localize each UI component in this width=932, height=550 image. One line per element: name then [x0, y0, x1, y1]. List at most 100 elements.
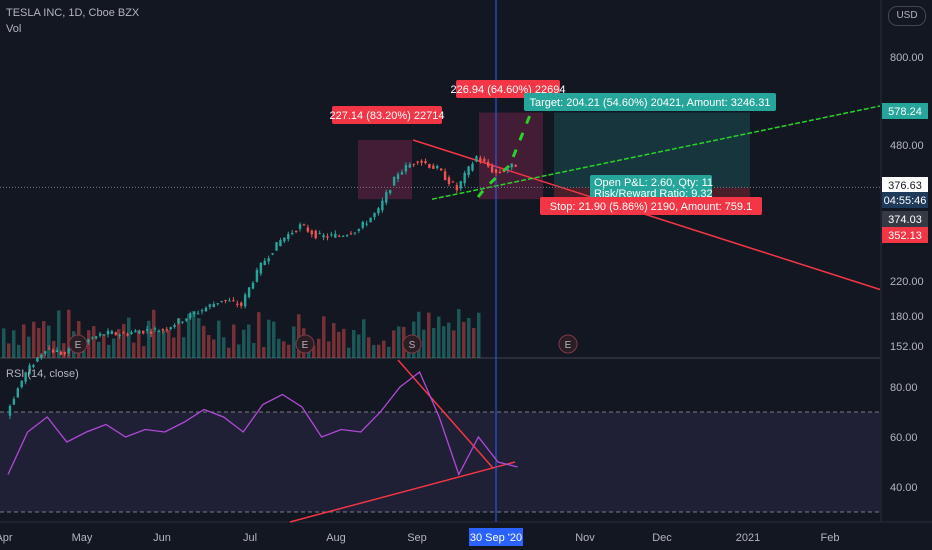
volume-bar [242, 329, 246, 358]
volume-bar [17, 344, 21, 358]
candle-body [28, 365, 31, 375]
volume-bar [467, 317, 471, 358]
volume-bar [57, 310, 61, 358]
candle-body [267, 258, 270, 262]
candle-body [263, 260, 266, 265]
candle-body [330, 234, 333, 236]
volume-bar [367, 337, 371, 358]
candle-body [177, 318, 180, 324]
volume-bar [222, 337, 226, 358]
candle-body [32, 365, 35, 367]
volume-bar [287, 344, 291, 358]
volume-bar [442, 326, 446, 358]
candle-body [455, 185, 459, 191]
price-badge: 04:55:46 [884, 195, 927, 207]
candle-body [341, 235, 345, 237]
open-pl-label: Open P&L: 2.60, Qty: 11 [594, 177, 713, 189]
crosshair-date: 30 Sep '20 [470, 532, 522, 544]
rsi-trend-up [289, 461, 516, 523]
volume-bar [187, 313, 191, 358]
volume-bar [292, 326, 296, 358]
price-tick: 480.00 [890, 140, 924, 152]
currency-button[interactable]: USD [888, 6, 926, 26]
volume-bar [392, 330, 396, 358]
candle-body [353, 232, 357, 234]
volume-bar [317, 338, 321, 358]
candle-body [498, 171, 502, 173]
volume-bar [37, 328, 41, 358]
volume-bar [452, 330, 456, 358]
earnings-marker-label: E [75, 340, 82, 351]
candle-body [106, 330, 110, 335]
volume-bar [152, 309, 156, 358]
volume-bar [247, 324, 251, 358]
candle-body [44, 351, 47, 354]
candle-body [291, 232, 294, 234]
volume-bar [352, 329, 356, 358]
candle-body [236, 303, 239, 305]
candle-body [373, 213, 376, 218]
volume-legend: Vol [6, 23, 22, 35]
candle-body [377, 208, 380, 214]
candle-body [142, 330, 145, 334]
price-badge: 352.13 [888, 230, 922, 242]
candle-body [404, 165, 408, 172]
candle-body [408, 164, 411, 168]
candle-body [63, 352, 67, 355]
target-label-bg [524, 93, 776, 111]
volume-bar [462, 321, 466, 358]
price-badge: 376.63 [888, 180, 922, 192]
candle-body [130, 332, 133, 335]
time-tick: Sep [407, 532, 427, 544]
candle-body [400, 172, 404, 175]
candle-body [240, 302, 243, 306]
candle-body [396, 174, 400, 180]
volume-bar [332, 323, 336, 358]
candle-body [487, 161, 490, 167]
candle-body [287, 234, 290, 240]
volume-bar [132, 342, 136, 358]
earnings-marker-label: S [409, 340, 416, 351]
price-badge-bg [882, 103, 928, 119]
candle-body [181, 321, 184, 323]
volume-bar [347, 347, 351, 358]
grid [0, 0, 932, 523]
price-badge-bg [882, 177, 928, 193]
volume-bar [137, 329, 141, 358]
rsi-band [0, 412, 880, 512]
time-tick: Aug [326, 532, 346, 544]
price-tick: 180.00 [890, 311, 924, 323]
volume-bar [177, 318, 181, 358]
volume-bar [42, 321, 46, 358]
candle-body [255, 269, 259, 282]
volume-bar [167, 329, 171, 358]
time-tick: Apr [0, 532, 13, 544]
time-axis[interactable]: Apr May Jun Jul Aug Sep Nov Dec 2021 Feb 30 Sep '2… [0, 528, 839, 546]
volume-bar [22, 324, 26, 358]
volume-bar [322, 316, 326, 358]
rsi-tick: 60.00 [890, 432, 918, 444]
price-badge: 578.24 [888, 106, 922, 118]
volume-bar [47, 325, 51, 358]
rsi-series [7, 370, 518, 477]
earnings-marker [402, 334, 422, 354]
rsi-trend-down [397, 359, 494, 469]
candle-body [490, 166, 494, 173]
volume-bar [267, 319, 271, 358]
candle-body [361, 221, 364, 228]
candle-body [357, 228, 361, 231]
candle-body [36, 357, 39, 362]
volume-bar [457, 309, 461, 358]
candle-body [149, 331, 153, 334]
candle-body [259, 262, 263, 274]
candle-body [118, 334, 121, 336]
candle-body [483, 158, 486, 162]
price-axis[interactable]: 800.00480.00400.00220.00180.00152.0080.0… [882, 52, 928, 494]
volume-bar [32, 321, 36, 358]
candle-body [447, 177, 451, 185]
volume-bar [422, 329, 426, 358]
candle-body [349, 233, 353, 235]
volume-bar [212, 339, 216, 358]
